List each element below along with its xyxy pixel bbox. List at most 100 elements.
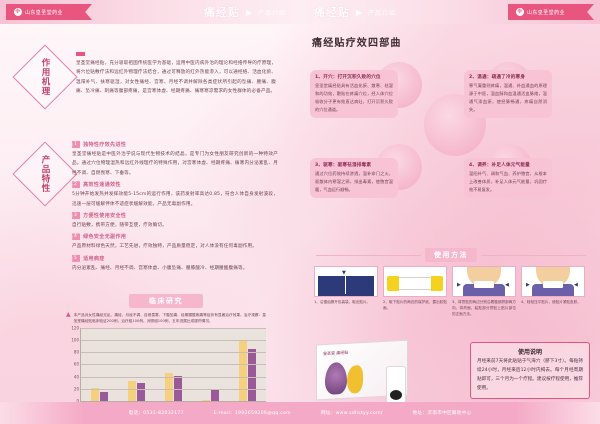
chart-bar: [165, 372, 173, 401]
step-card: 4、调养：补足人体元气能量 温阳补气、调和气血、养护胞宫，从根本上改善体质，补足…: [464, 158, 552, 198]
header-half-left: ❉ 山东皇圣堂药业 痛经贴 ▶ 产品介绍: [0, 0, 300, 24]
usage-step: ▼ 1、沿锯齿撕开包装袋，取出贴片。: [314, 266, 378, 317]
chart-bar-group: [192, 328, 229, 401]
usage-step: ▶ ◀ 3、将膏贴的两边分别沿着腹部脐部两方向，将药面、粘贴部分膏贴上贴片部位的…: [452, 266, 516, 317]
badge-mechanism: 作用机理: [12, 44, 78, 110]
feature-title: 方便性使用安全性: [83, 213, 127, 220]
feature-text: 5分钟开始发热并发挥效能5-15cm的运行作用，该药发射率高达0.85，符合人体…: [72, 192, 278, 207]
chart-y-tick: 120: [71, 325, 79, 331]
step-card-text: 皇圣堂痛经贴具有活血化瘀、散寒、祛湿和的功效，敷贴在疼痛穴位，经人体穴位吸收分子…: [315, 83, 393, 112]
feature-title: 适用病症: [83, 255, 105, 262]
footer-email: E-mail：1992659206@qq.com: [213, 411, 291, 416]
feature-text: 产品原材料绿色天然，工艺先进，疗效独特，产品质量稳定，对人体没有任何毒副作用。: [72, 244, 258, 250]
heading-marker-icon: [76, 52, 85, 56]
brand-ribbon-left: ❉ 山东皇圣堂药业: [6, 4, 92, 20]
left-column: 作用机理 皇圣堂痛经贴，充分吸取祖国传统医学为基础，运用中医内病外治的理论和经络…: [0, 26, 288, 422]
usage-heading: 使用方法: [316, 248, 586, 262]
features-block: 1 独特性疗效先进性 皇圣堂痛经贴是中医外治学说与现代生物技术的结晶，是专门为女…: [72, 138, 278, 273]
header-title-zone-right: 痛经贴 ▶ 产品介绍: [314, 4, 396, 20]
chart-gridline: [81, 364, 266, 366]
instructions-title: 使用说明: [517, 349, 542, 356]
badge-features: 产品特性: [12, 141, 78, 207]
brand-ribbon-label: 山东皇圣堂药业: [527, 9, 565, 16]
chart-bar: [128, 380, 136, 401]
header-bar: ❉ 山东皇圣堂药业 痛经贴 ▶ 产品介绍 ❉ 山东皇圣堂药业 痛经贴 ▶ 产品介…: [0, 0, 600, 24]
chart-bar-group: [81, 328, 118, 401]
step-card-title: 4、调养：补足人体元气能量: [469, 163, 530, 168]
usage-step-caption: 2、取下贴片的两边的保护纸，露出胶贴面。: [383, 300, 447, 311]
footer-bar: 电话：0531-82032177 E-mail：1992659206@qq.co…: [0, 402, 600, 424]
footer-website[interactable]: 网址：www.sdhstyy.com/: [320, 411, 383, 416]
badge-features-label: 产品特性: [40, 155, 50, 193]
feature-title: 绿色安全无副作用: [83, 234, 127, 241]
chart-bar: [202, 399, 210, 401]
usage-step-caption: 4、轻轻压平贴片，使贴片紧贴皮肤。: [521, 300, 581, 304]
triangle-right-icon: ▶: [356, 7, 363, 17]
divider-line: [316, 254, 421, 256]
product-brand-label: 皇圣堂 痛经贴: [323, 349, 349, 357]
apply-abdomen-icon: ▶ ◀: [452, 266, 516, 297]
chart-y-tick: 0: [76, 398, 79, 404]
chart-bar: [211, 388, 219, 401]
step-card: 2、温通：疏通了冷的寒身 寒气凝重则疼痛，温通、补血通血的原理源于中医，温血脉和…: [464, 70, 552, 118]
chart-bar: [91, 388, 99, 401]
header-watermark: 痛经贴: [203, 6, 240, 19]
usage-step: ▶ ◀ 4、轻轻压平贴片，使贴片紧贴皮肤。: [521, 266, 585, 317]
chart-gridline: [81, 352, 266, 354]
chart-gridline: [81, 340, 266, 342]
chart-gridline: [81, 327, 266, 329]
chart-gridline: [81, 388, 266, 390]
chart-y-tick: 20: [73, 386, 79, 392]
step-card-title: 3、驱寒：驱寒祛湿排毒素: [315, 163, 372, 168]
usage-step-caption: 3、将膏贴的两边分别沿着腹部脐部两方向，将药面、粘贴部分膏贴上贴片部位的正面方法…: [452, 300, 516, 317]
header-subtitle: 产品介绍: [257, 9, 286, 17]
feature-heading: 2 高效性速通效性: [72, 181, 278, 189]
chart-bar: [137, 383, 145, 401]
feature-heading: 5 适用病症: [72, 254, 278, 262]
chart-bar-group: [229, 328, 266, 401]
chart-bars: [81, 328, 266, 401]
step-card-title: 1、开穴：打开沉积久败的穴位: [315, 75, 381, 80]
feature-number: 5: [72, 254, 81, 262]
feature-text: 皇圣堂痛经贴是中医外治学说与现代生物技术的结晶，是专门为女性朋友研究创新的一种特…: [72, 152, 278, 176]
brand-ribbon-label: 山东皇圣堂药业: [25, 9, 63, 16]
chart-note-text: 本产品对女性痛经无乱、痛经、月经不调、自燃畏寒、下腹坠痛、经期腰酸疼痛等症状有显…: [73, 313, 266, 324]
chart-y-tick: 40: [73, 374, 79, 380]
step-card: 1、开穴：打开沉积久败的穴位 皇圣堂痛经贴具有活血化瘀、散寒、祛湿和的功效，敷贴…: [310, 70, 398, 118]
step-card: 3、驱寒：驱寒祛湿排毒素 通过穴位药效持续渗透，温补命门之火，驱散体内寒湿之邪，…: [310, 158, 398, 198]
press-flat-icon: ▶ ◀: [521, 266, 585, 297]
leaf-logo-icon: ❉: [14, 8, 22, 16]
chart-bar: [239, 341, 247, 401]
triangle-marker-icon: ▲: [66, 311, 71, 318]
step-card-text: 通过穴位药效持续渗透，温补命门之火，驱散体内寒湿之邪，排出毒素，使胞宫温暖，气血…: [315, 171, 393, 192]
triangle-right-icon: ▶: [245, 7, 252, 17]
step-card-text: 寒气凝重则疼痛，温通、补血通血的原理源于中医，温血脉和血温通活血脉络，温通气滞血…: [469, 83, 547, 112]
feature-number: 3: [72, 212, 81, 220]
mechanism-block: 皇圣堂痛经贴，充分吸取祖国传统医学为基础，运用中医内病外治的理论和经络传导的疗原…: [76, 52, 276, 97]
usage-steps: ▼ 1、沿锯齿撕开包装袋，取出贴片。 2、取下贴片的两边的保护纸，露出胶贴面。 …: [314, 266, 590, 317]
chart-y-tick: 60: [73, 361, 79, 367]
chart-y-tick: 80: [73, 349, 79, 355]
badge-mechanism-label: 作用机理: [40, 58, 50, 96]
mechanism-text: 皇圣堂痛经贴，充分吸取祖国传统医学为基础，运用中医内病外治的理论和经络传导的疗原…: [76, 61, 276, 95]
feature-heading: 4 绿色安全无副作用: [72, 233, 278, 241]
footer-phone: 电话：0531-82032177: [128, 411, 184, 416]
feature-text: 自行贴敷，携带方便，随带互使，疗效确切。: [72, 223, 167, 229]
right-column: 痛经贴疗效四部曲 1、开穴：打开沉积久败的穴位 皇圣堂痛经贴具有活血化瘀、散寒、…: [292, 26, 600, 412]
instructions-box: 使用说明 月经来前7天将此贴贴于气海穴（脐下3寸）。每贴持续24小时，月经来后1…: [470, 342, 590, 399]
feature-number: 4: [72, 233, 81, 241]
step-card-text: 温阳补气、调和气血、养护胞宫，从根本上改善体质，补足人体元气能量，巩固疗效不易复…: [469, 171, 547, 192]
chart-gridline: [81, 376, 266, 378]
usage-step-caption: 1、沿锯齿撕开包装袋，取出贴片。: [314, 300, 371, 304]
feature-number: 1: [72, 141, 81, 148]
chart-plot-area: 0 20 40 60 80 100 120: [71, 325, 266, 403]
usage-step: 2、取下贴片的两边的保护纸，露出胶贴面。: [383, 266, 447, 317]
chart-bar-group: [155, 328, 192, 401]
chart-y-tick: 100: [71, 337, 79, 343]
instructions-text: 月经来前7天将此贴贴于气海穴（脐下3寸）。每贴持续24小时，月经来后12小时内揭…: [477, 359, 583, 391]
header-half-right: ❉ 山东皇圣堂药业 痛经贴 ▶ 产品介绍: [300, 0, 600, 24]
peel-film-icon: [383, 266, 447, 297]
step-card-title: 2、温通：疏通了冷的寒身: [469, 75, 526, 80]
header-title-zone-left: 痛经贴 ▶ 产品介绍: [204, 4, 286, 20]
